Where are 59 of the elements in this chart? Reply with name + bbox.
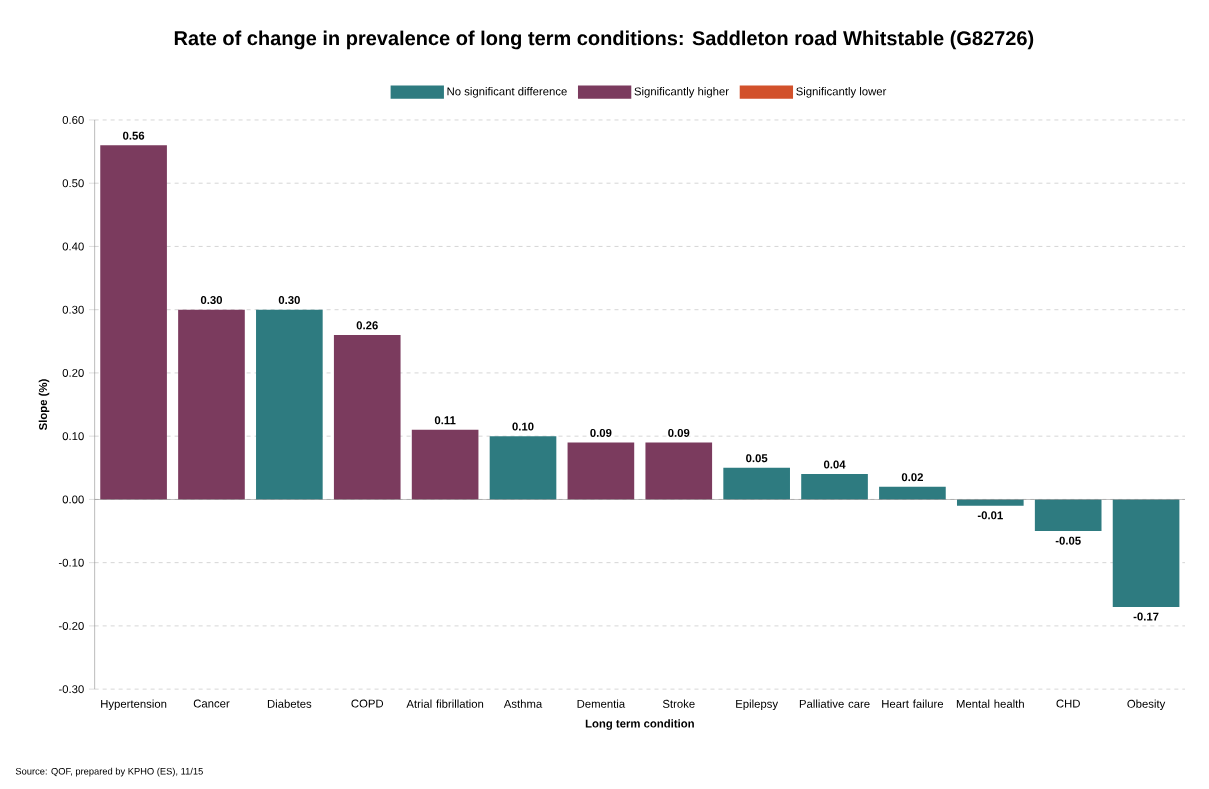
data-label: 0.26 bbox=[356, 321, 378, 330]
chart-title: Rate of change in prevalence of long term conditions: Saddleton road Whitstable (G82726) bbox=[174, 30, 1034, 50]
bar bbox=[645, 442, 713, 500]
bar bbox=[411, 429, 479, 500]
data-label: 0.05 bbox=[746, 454, 768, 463]
bar bbox=[1034, 499, 1102, 531]
data-label: 0.11 bbox=[434, 416, 456, 425]
data-label: -0.17 bbox=[1133, 612, 1159, 621]
y-tick-label: 0.10 bbox=[62, 432, 84, 441]
data-label: 0.10 bbox=[512, 422, 534, 431]
x-tick-label: Cancer bbox=[193, 699, 230, 708]
data-label: -0.01 bbox=[977, 511, 1003, 520]
bar bbox=[489, 436, 557, 500]
y-tick-label: -0.20 bbox=[58, 621, 84, 630]
bar bbox=[723, 467, 790, 500]
y-tick-label: 0.30 bbox=[62, 305, 84, 314]
y-tick-label: -0.30 bbox=[58, 685, 84, 694]
y-tick-label: 0.60 bbox=[62, 115, 84, 124]
data-label: 0.56 bbox=[123, 131, 145, 140]
y-tick-label: 0.50 bbox=[62, 179, 84, 188]
x-tick-label: Diabetes bbox=[267, 699, 312, 708]
bar bbox=[1112, 499, 1180, 607]
bar bbox=[879, 486, 946, 500]
bar bbox=[956, 499, 1024, 506]
y-tick-label: 0.00 bbox=[62, 495, 84, 504]
bar bbox=[567, 442, 635, 500]
data-label: 0.02 bbox=[901, 473, 923, 482]
y-tick-label: 0.40 bbox=[62, 242, 84, 251]
x-tick-label: Heart failure bbox=[882, 699, 944, 708]
x-tick-label: Stroke bbox=[662, 699, 695, 708]
x-tick-label: COPD bbox=[351, 699, 384, 708]
y-axis-title: Slope (%) bbox=[38, 379, 50, 430]
y-tick-label: -0.10 bbox=[58, 558, 84, 567]
x-tick-label: Obesity bbox=[1127, 699, 1166, 711]
x-tick-label: CHD bbox=[1056, 699, 1080, 708]
data-label: 0.30 bbox=[278, 296, 300, 305]
source-note: Source: QOF, prepared by KPHO (ES), 11/15 bbox=[15, 767, 203, 777]
bar bbox=[100, 145, 167, 500]
data-label: 0.30 bbox=[200, 296, 223, 305]
legend-label: Significantly lower bbox=[796, 87, 887, 98]
x-tick-label: Mental health bbox=[956, 699, 1024, 708]
x-tick-label: Dementia bbox=[577, 699, 626, 708]
x-tick-label: Palliative care bbox=[799, 699, 870, 708]
y-tick-label: 0.20 bbox=[62, 368, 84, 377]
bar bbox=[178, 309, 245, 500]
bar bbox=[256, 309, 323, 500]
data-label: -0.05 bbox=[1055, 536, 1081, 545]
data-label: 0.09 bbox=[668, 428, 690, 437]
data-label: 0.09 bbox=[590, 428, 612, 437]
x-tick-label: Asthma bbox=[503, 699, 543, 708]
legend-label: Significantly higher bbox=[634, 87, 729, 98]
bar bbox=[801, 474, 868, 500]
legend-label: No significant difference bbox=[447, 87, 567, 98]
x-tick-label: Hypertension bbox=[101, 699, 167, 711]
bar bbox=[333, 334, 401, 500]
x-axis-title: Long term condition bbox=[585, 719, 694, 730]
x-tick-label: Atrial fibrillation bbox=[406, 699, 484, 708]
x-tick-label: Epilepsy bbox=[736, 699, 779, 711]
data-label: 0.04 bbox=[823, 460, 846, 469]
